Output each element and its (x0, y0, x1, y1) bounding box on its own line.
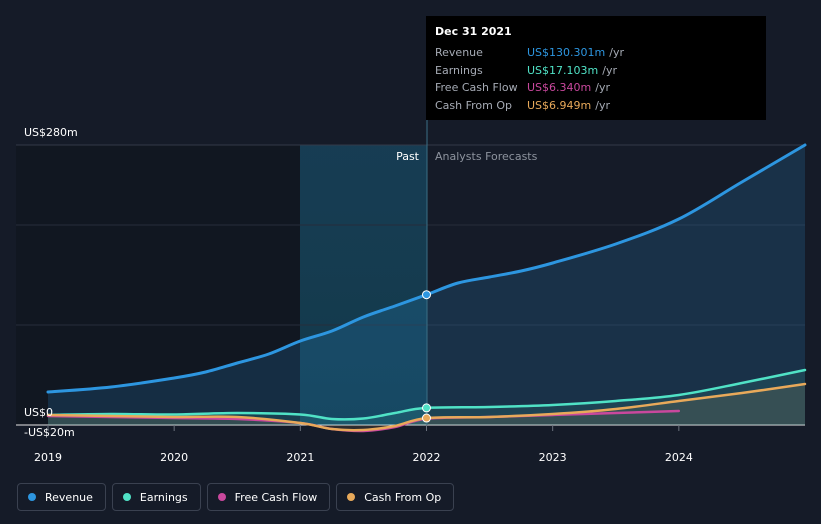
tooltip-row-unit: /yr (602, 63, 617, 77)
tooltip-row-value: US$6.949m (527, 98, 592, 112)
tooltip-row-name: Cash From Op (435, 98, 513, 112)
legend-label: Cash From Op (364, 490, 442, 504)
y-axis-zero-label: US$0 (24, 406, 53, 419)
area-earnings (48, 370, 805, 425)
tooltip-row-cash-from-op: Cash From Op US$6.949m /yr (435, 97, 757, 115)
pre-highlight-background (16, 145, 300, 425)
tooltip-row-value: US$130.301m (527, 46, 606, 60)
marker-revenue (422, 290, 431, 300)
series-line-revenue (46, 143, 807, 394)
forecast-label: Analysts Forecasts (435, 150, 538, 163)
tooltip-row-name: Earnings (435, 63, 483, 77)
legend-label: Free Cash Flow (234, 490, 318, 504)
legend-dot-icon (28, 493, 36, 501)
x-tick-label: 2019 (34, 451, 62, 464)
x-tick-label: 2020 (160, 451, 188, 464)
tooltip-row-value: US$17.103m (527, 63, 599, 77)
x-tick-label: 2024 (665, 451, 693, 464)
series-line-cash-from-op (46, 382, 807, 432)
legend-item-revenue[interactable]: Revenue (17, 483, 106, 511)
y-axis-bottom-label: -US$20m (24, 426, 75, 439)
tooltip-row-earnings: Earnings US$17.103m /yr (435, 62, 757, 80)
legend-label: Revenue (45, 490, 93, 504)
x-tick-label: 2021 (286, 451, 314, 464)
legend-label: Earnings (139, 490, 188, 504)
hover-markers (422, 290, 431, 423)
legend-dot-icon (347, 493, 356, 501)
legend-item-cash-from-op[interactable]: Cash From Op (336, 483, 455, 511)
tooltip-row-unit: /yr (595, 98, 610, 112)
tooltip-row-name: Revenue (435, 46, 483, 60)
chart-legend: Revenue Earnings Free Cash Flow Cash Fro… (17, 483, 455, 511)
y-axis-top-label: US$280m (24, 126, 78, 139)
tooltip-row-unit: /yr (609, 46, 624, 60)
area-revenue (48, 145, 805, 425)
series-lines (46, 143, 807, 433)
marker-earnings (422, 403, 431, 413)
tooltip-row-revenue: Revenue US$130.301m /yr (435, 44, 757, 62)
marker-cash-from-op (422, 413, 431, 423)
tooltip-row-free-cash-flow: Free Cash Flow US$6.340m /yr (435, 79, 757, 97)
series-line-earnings (46, 368, 807, 421)
tooltip-row-name: Free Cash Flow (435, 81, 518, 95)
tooltip-date: Dec 31 2021 (435, 25, 512, 38)
legend-dot-icon (122, 493, 131, 501)
past-label: Past (396, 150, 420, 163)
x-axis-ticks: 2019 2020 2021 2022 2023 2024 (34, 425, 693, 464)
tooltip-row-value: US$6.340m (527, 81, 592, 95)
legend-item-earnings[interactable]: Earnings (111, 483, 201, 511)
hover-tooltip: Dec 31 2021 Revenue US$130.301m /yr Earn… (426, 16, 766, 120)
past-highlight-region (300, 145, 427, 425)
tooltip-row-unit: /yr (595, 81, 610, 95)
legend-dot-icon (217, 493, 226, 501)
legend-item-free-cash-flow[interactable]: Free Cash Flow (206, 483, 331, 511)
x-tick-label: 2022 (413, 451, 441, 464)
x-tick-label: 2023 (539, 451, 567, 464)
